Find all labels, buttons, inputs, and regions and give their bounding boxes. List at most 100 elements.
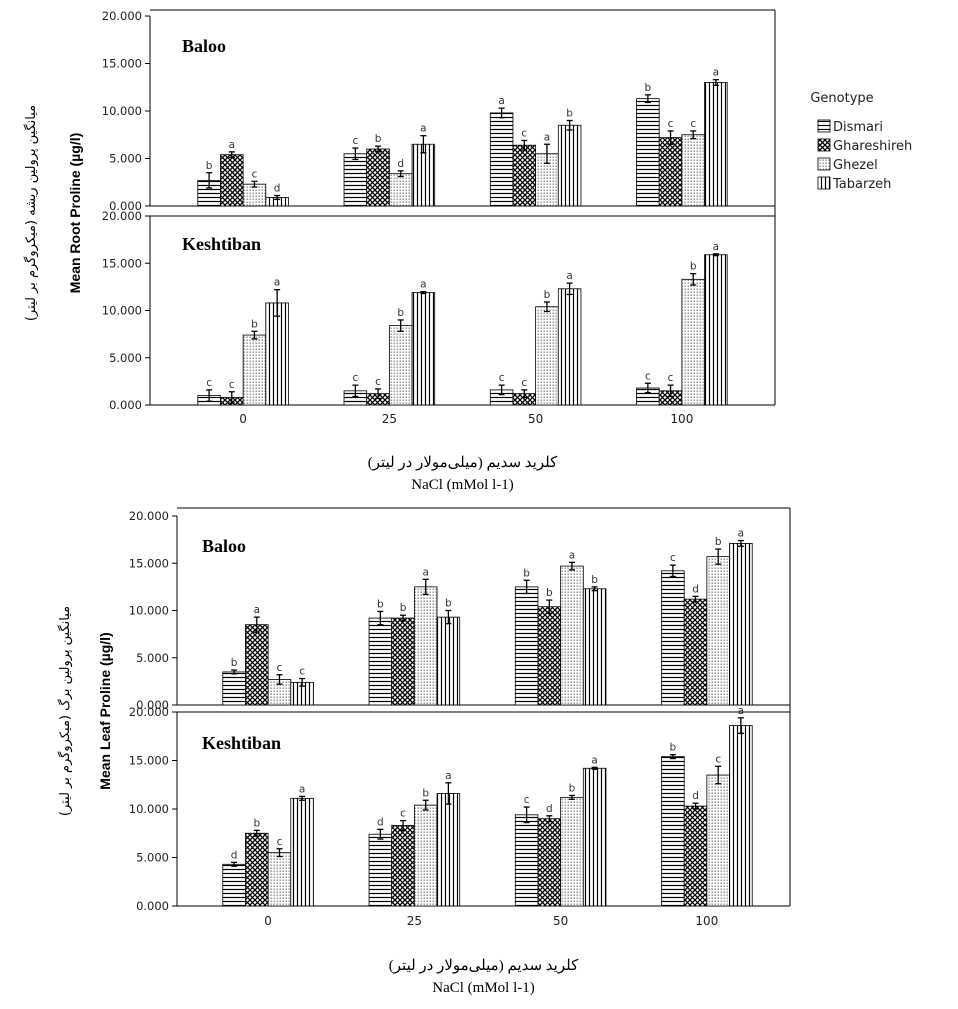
- bar-ghareshireh: [245, 624, 269, 706]
- y-tick-label: 0.000: [136, 899, 169, 913]
- bar-ghareshireh: [391, 617, 415, 706]
- significance-letter: b: [715, 536, 722, 548]
- bar-tabarzeh: [411, 143, 436, 207]
- significance-letter: d: [692, 583, 699, 595]
- bar-ghezel: [560, 565, 584, 706]
- significance-letter: b: [445, 598, 452, 610]
- panel-keshtiban: 0.000 5.000 10.000 15.000 20.000 Keshtiban d d c…: [129, 705, 790, 913]
- bar-tabarzeh: [704, 254, 728, 406]
- bar-ghareshireh: [512, 144, 537, 207]
- bar-tabarzeh: [729, 543, 753, 706]
- y-axis-label: Mean Leaf Proline (µg/l): [97, 632, 113, 789]
- legend-label: Dismari: [833, 120, 883, 135]
- y-tick-label: 15.000: [129, 754, 169, 768]
- legend-swatch-dismari: [817, 119, 831, 133]
- significance-letter: c: [277, 836, 283, 848]
- bar-tabarzeh: [436, 616, 461, 706]
- significance-letter: c: [229, 379, 235, 391]
- significance-letter: b: [231, 657, 238, 669]
- x-axis-label: NaCl (mMol l-1): [411, 477, 514, 493]
- significance-letter: b: [206, 160, 213, 172]
- y-tick-label: 15.000: [102, 57, 142, 71]
- legend: Genotype Dismari Ghareshireh Ghezel Tabarze…: [810, 91, 912, 192]
- y-tick-label: 20.000: [102, 209, 142, 223]
- significance-letter: c: [352, 135, 358, 147]
- bar-tabarzeh: [582, 767, 607, 907]
- legend-label: Tabarzeh: [832, 177, 891, 192]
- significance-letter: b: [523, 567, 530, 579]
- significance-letter: b: [397, 307, 404, 319]
- significance-letter: c: [375, 376, 381, 388]
- bar-ghareshireh: [366, 148, 390, 207]
- significance-letter: c: [521, 377, 527, 389]
- significance-letter: b: [546, 587, 553, 599]
- bar-ghareshireh: [537, 818, 562, 907]
- x-tick-label: 50: [528, 412, 543, 426]
- bar-ghezel: [535, 306, 559, 406]
- significance-letter: a: [299, 783, 305, 795]
- panel-name: Keshtiban: [182, 234, 261, 254]
- bar-ghezel: [413, 586, 438, 706]
- bar-ghezel: [388, 325, 413, 406]
- y-tick-label: 20.000: [129, 509, 169, 523]
- significance-letter: c: [715, 753, 721, 765]
- bar-ghezel: [706, 556, 730, 706]
- y-tick-label: 15.000: [102, 256, 142, 270]
- significance-letter: b: [251, 318, 258, 330]
- significance-letter: b: [253, 817, 260, 829]
- bar-ghareshireh: [683, 598, 708, 706]
- y-tick-label: 5.000: [136, 851, 169, 865]
- significance-letter: a: [420, 279, 426, 291]
- significance-letter: d: [397, 158, 404, 170]
- bar-dismari: [661, 756, 685, 907]
- y-axis-label-persian: میانگین پرولین برگ (میکروگرم بر لیتر): [56, 606, 73, 816]
- significance-letter: a: [713, 67, 719, 79]
- bar-dismari: [489, 112, 514, 207]
- y-tick-label: 20.000: [129, 705, 169, 719]
- y-axis-label: Mean Root Proline (µg/l): [67, 133, 83, 294]
- significance-letter: d: [274, 183, 281, 195]
- legend-label: Ghareshireh: [833, 139, 912, 154]
- bar-ghezel: [388, 173, 413, 207]
- bar-ghezel: [681, 278, 705, 406]
- significance-letter: a: [274, 277, 280, 289]
- y-tick-label: 10.000: [102, 304, 142, 318]
- y-tick-label: 15.000: [129, 556, 169, 570]
- significance-letter: c: [252, 168, 258, 180]
- significance-letter: c: [521, 127, 527, 139]
- significance-letter: b: [690, 261, 697, 273]
- x-tick-label: 25: [382, 412, 397, 426]
- significance-letter: c: [668, 372, 674, 384]
- bar-dismari: [514, 814, 539, 907]
- y-tick-label: 5.000: [109, 351, 142, 365]
- bar-dismari: [343, 153, 368, 207]
- significance-letter: c: [670, 552, 676, 564]
- significance-letter: b: [544, 289, 551, 301]
- significance-letter: d: [377, 816, 384, 828]
- bar-dismari: [368, 617, 393, 706]
- bar-tabarzeh: [436, 793, 461, 907]
- x-tick-label: 0: [239, 412, 247, 426]
- bar-ghezel: [267, 852, 292, 907]
- significance-letter: c: [524, 794, 530, 806]
- x-tick-label: 100: [695, 914, 718, 928]
- panel-name: Baloo: [182, 36, 226, 56]
- significance-letter: a: [422, 566, 428, 578]
- significance-letter: c: [668, 118, 674, 130]
- significance-letter: a: [591, 754, 597, 766]
- bar-ghareshireh: [391, 825, 415, 907]
- significance-letter: a: [569, 549, 575, 561]
- significance-letter: b: [645, 82, 652, 94]
- y-tick-label: 0.000: [136, 698, 169, 712]
- significance-letter: c: [299, 666, 305, 678]
- x-tick-label: 100: [670, 412, 693, 426]
- bar-dismari: [222, 671, 246, 706]
- x-axis-label: NaCl (mMol l-1): [432, 980, 535, 996]
- significance-letter: c: [206, 377, 212, 389]
- bar-tabarzeh: [704, 82, 728, 207]
- significance-letter: a: [544, 131, 550, 143]
- bar-ghareshireh: [245, 832, 269, 907]
- bar-tabarzeh: [582, 588, 607, 706]
- significance-letter: d: [231, 849, 238, 861]
- bar-tabarzeh: [290, 797, 314, 907]
